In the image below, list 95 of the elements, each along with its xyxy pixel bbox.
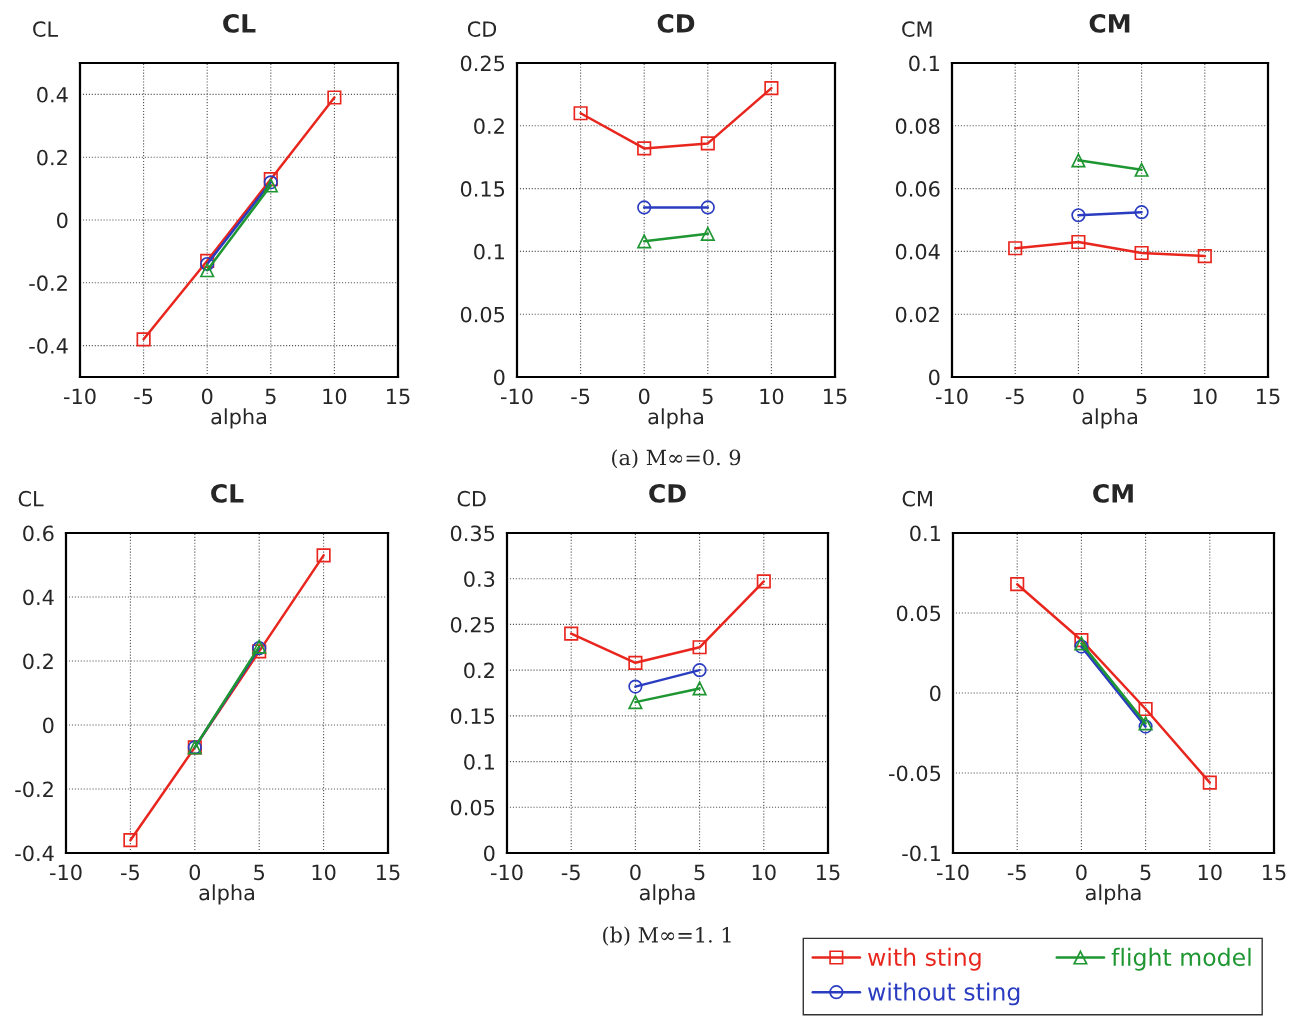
y-tick-label: 0.08 bbox=[895, 118, 940, 135]
x-tick-label: 5 bbox=[1140, 864, 1151, 881]
x-tick-label: 0 bbox=[189, 864, 201, 881]
x-tick-label: 5 bbox=[1136, 388, 1147, 405]
y-tick-label: 0.4 bbox=[37, 86, 68, 103]
x-tick-label: 15 bbox=[387, 388, 410, 405]
y-tick-label: 0.2 bbox=[474, 118, 504, 135]
y-tick-label: -0.4 bbox=[29, 338, 68, 354]
text: (a) M∞=0. 9 bbox=[612, 449, 741, 469]
y-tick-label: 0.1 bbox=[474, 243, 504, 260]
y-tick-label: 0.35 bbox=[450, 525, 495, 542]
x-tick-label: 15 bbox=[824, 388, 847, 405]
x-tick-label: 10 bbox=[752, 864, 776, 881]
y-tick-label: 0 bbox=[484, 845, 495, 862]
x-tick-label: 0 bbox=[630, 864, 641, 881]
y-tick-label: 0.2 bbox=[464, 662, 494, 679]
chart-title: CM bbox=[1093, 483, 1133, 503]
x-tick-label: -10 bbox=[50, 864, 82, 881]
chart-title: CL bbox=[223, 13, 256, 33]
x-axis-title: alpha bbox=[1085, 884, 1141, 905]
x-tick-label: 10 bbox=[312, 864, 336, 881]
y-axis-title: CM bbox=[902, 490, 932, 507]
x-axis-title: alpha bbox=[648, 408, 703, 429]
y-axis-title: CD bbox=[457, 490, 486, 507]
x-tick-label: 15 bbox=[377, 864, 400, 881]
y-axis-title: CL bbox=[18, 490, 44, 507]
y-tick-label: -0.2 bbox=[29, 275, 67, 292]
x-tick-label: 5 bbox=[254, 864, 265, 881]
x-tick-label: 0 bbox=[1073, 388, 1084, 405]
y-tick-label: 0.1 bbox=[910, 525, 940, 542]
y-tick-label: 0.2 bbox=[37, 149, 67, 166]
text: (b) M∞=1. 1 bbox=[603, 926, 731, 946]
x-tick-label: -5 bbox=[1007, 864, 1026, 881]
x-tick-label: -10 bbox=[937, 864, 969, 881]
x-axis-title: alpha bbox=[211, 408, 266, 429]
y-tick-label: 0 bbox=[57, 212, 68, 229]
x-tick-label: 10 bbox=[1193, 388, 1217, 405]
x-tick-label: 5 bbox=[702, 388, 713, 405]
x-tick-label: 10 bbox=[323, 388, 347, 405]
y-tick-label: 0.6 bbox=[23, 525, 54, 542]
y-tick-label: 0.25 bbox=[460, 55, 505, 72]
legend-label: flight model bbox=[1111, 947, 1251, 971]
chart-title: CD bbox=[657, 13, 695, 33]
legend-label: without sting bbox=[868, 982, 1020, 1006]
y-tick-label: -0.1 bbox=[902, 845, 940, 862]
x-tick-label: -5 bbox=[571, 388, 590, 405]
y-tick-label: 0.05 bbox=[450, 799, 495, 816]
x-tick-label: 10 bbox=[1198, 864, 1222, 881]
x-tick-label: -5 bbox=[121, 864, 139, 881]
x-axis-title: alpha bbox=[639, 884, 695, 905]
y-tick-label: 0.05 bbox=[460, 306, 505, 323]
x-tick-label: 5 bbox=[694, 864, 705, 881]
y-tick-label: 0.3 bbox=[464, 571, 495, 587]
y-axis-title: CL bbox=[33, 21, 58, 37]
x-tick-label: 0 bbox=[638, 388, 650, 405]
y-tick-label: -0.2 bbox=[15, 781, 53, 798]
y-axis-title: CD bbox=[467, 21, 497, 37]
x-tick-label: -5 bbox=[561, 864, 580, 881]
y-tick-label: 0 bbox=[930, 685, 941, 702]
y-tick-label: 0.1 bbox=[909, 55, 939, 72]
x-tick-label: -10 bbox=[501, 388, 533, 405]
y-tick-label: 0.25 bbox=[450, 616, 495, 633]
x-axis-title: alpha bbox=[199, 884, 254, 905]
chart-title: CL bbox=[211, 483, 244, 503]
y-tick-label: 0.2 bbox=[23, 653, 53, 670]
x-tick-label: -5 bbox=[134, 388, 153, 405]
x-tick-label: -5 bbox=[1005, 388, 1024, 405]
x-tick-label: -10 bbox=[936, 388, 968, 405]
x-axis-title: alpha bbox=[1082, 408, 1137, 429]
y-axis-title: CM bbox=[902, 21, 932, 37]
legend-label: with sting bbox=[868, 947, 981, 971]
x-tick-label: 10 bbox=[760, 388, 784, 405]
y-tick-label: 0 bbox=[929, 369, 940, 386]
y-tick-label: 0 bbox=[494, 369, 505, 386]
y-tick-label: 0.15 bbox=[460, 181, 505, 197]
x-tick-label: 5 bbox=[265, 388, 276, 405]
x-tick-label: 0 bbox=[1076, 864, 1087, 881]
x-tick-label: 0 bbox=[201, 388, 213, 405]
x-tick-label: 15 bbox=[1257, 388, 1280, 405]
y-tick-label: 0.05 bbox=[896, 605, 941, 622]
x-tick-label: -10 bbox=[64, 388, 96, 405]
y-tick-label: 0.1 bbox=[464, 754, 494, 770]
y-tick-label: 0 bbox=[43, 717, 54, 734]
y-tick-label: 0.04 bbox=[895, 243, 940, 260]
y-tick-label: 0.02 bbox=[895, 306, 939, 323]
x-tick-label: -10 bbox=[491, 864, 523, 881]
y-tick-label: 0.4 bbox=[23, 589, 54, 606]
chart-title: CM bbox=[1089, 13, 1130, 33]
y-tick-label: 0.15 bbox=[450, 708, 495, 725]
y-tick-label: -0.05 bbox=[889, 765, 941, 782]
y-tick-label: 0.06 bbox=[895, 181, 940, 197]
chart-title: CD bbox=[649, 483, 686, 503]
x-tick-label: 15 bbox=[1263, 864, 1286, 881]
y-tick-label: -0.4 bbox=[15, 845, 54, 862]
x-tick-label: 15 bbox=[817, 864, 840, 881]
